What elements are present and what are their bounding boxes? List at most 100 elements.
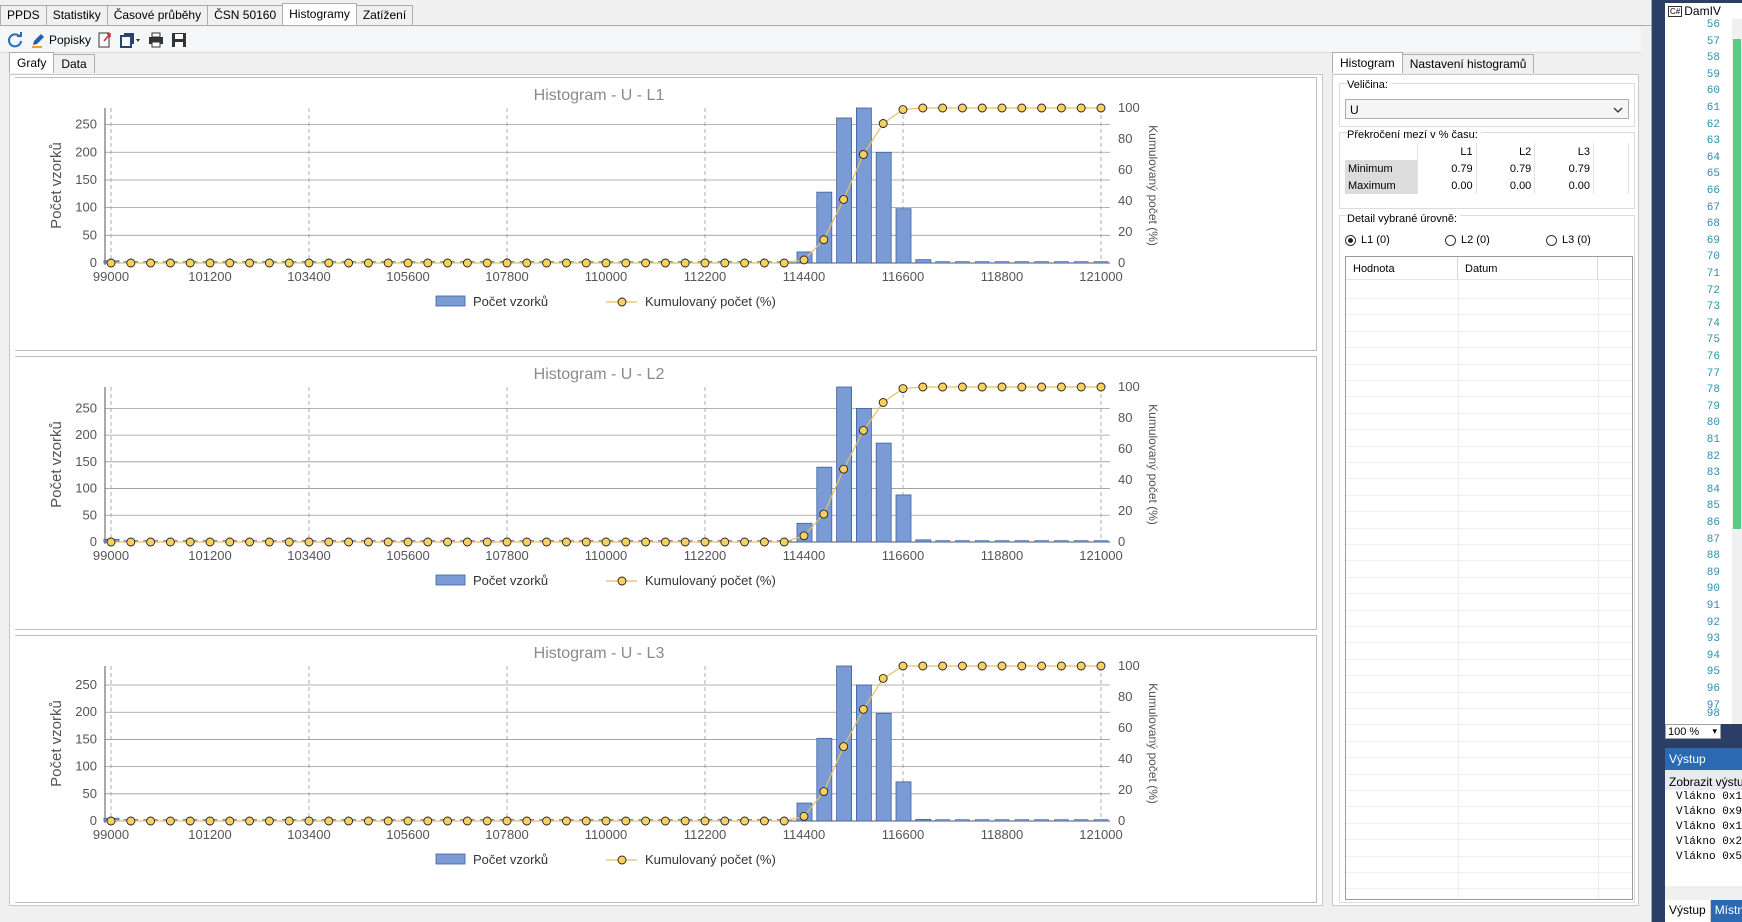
col-hodnota[interactable]: Hodnota [1346,257,1458,279]
line-number: 70 [1706,251,1720,264]
export-button[interactable] [97,30,113,50]
line-number: 81 [1706,434,1720,446]
cumulative-point [957,382,967,392]
list-row-line [1346,429,1632,431]
scrollbar-thumb[interactable] [1733,39,1741,529]
tab-csn-50160[interactable]: ČSN 50160 [207,5,284,25]
tab-grafy[interactable]: Grafy [9,52,55,73]
x-tick-label: 110000 [585,269,627,284]
histogram-bar-empty [974,540,990,543]
cumulative-point [462,258,472,268]
line-number: 85 [1706,500,1720,513]
x-tick-label: 110000 [585,548,627,563]
tab-data[interactable]: Data [53,54,95,73]
cumulative-point [858,704,868,714]
cumulative-point [1037,103,1047,113]
copy-dropdown-button[interactable] [119,30,141,50]
detail-list-body [1346,280,1632,899]
cumulative-point [977,661,987,671]
histogram-bar-empty [1073,540,1089,543]
y2-tick-label: 0 [1118,813,1125,828]
x-tick-label: 99000 [93,269,129,284]
list-row-line [1346,773,1632,775]
radio-label-l1: L1 (0) [1361,234,1390,246]
cumulative-point [680,537,690,547]
line-number: 91 [1706,600,1720,612]
histogram-bar-empty [1034,819,1049,822]
line-number: 82 [1706,450,1720,463]
tab-mistni[interactable]: Místní [1710,900,1742,922]
cumulative-point [284,258,294,268]
histogram-bar [836,117,852,264]
cumulative-point [324,537,334,547]
tab-zatizeni[interactable]: Zatížení [355,5,414,25]
radio-l1[interactable]: L1 (0) [1345,234,1390,246]
save-button[interactable] [171,30,187,50]
detail-list-header: Hodnota Datum [1346,257,1632,280]
list-row-line [1346,757,1632,759]
cumulative-point [680,816,690,826]
cumulative-point [344,258,354,268]
tab-vystup[interactable]: Výstup [1665,900,1711,922]
cell-max-l1: 0.00 [1417,177,1477,194]
list-row-line [1346,347,1632,349]
x-tick-label: 99000 [93,548,129,563]
radio-label-l2: L2 (0) [1461,234,1490,246]
line-number: 76 [1706,351,1720,363]
tab-casove-prubehy[interactable]: Časové průběhy [106,5,209,25]
histogram-bar-empty [974,819,990,822]
radio-l3[interactable]: L3 (0) [1546,234,1591,246]
zoom-select[interactable]: 100 % ▾ [1665,724,1721,739]
histogram-bar-empty [1054,261,1069,264]
tab-histogramy[interactable]: Histogramy [282,3,357,25]
list-row-line [1346,462,1632,463]
toolbar: Popisky [0,27,1641,53]
y2-tick-label: 40 [1118,193,1132,208]
radio-l2[interactable]: L2 (0) [1445,234,1490,246]
y-axis-label: Počet vzorků [48,700,65,787]
cumulative-point [482,537,492,547]
cumulative-point [443,816,453,826]
cumulative-point [740,816,750,826]
refresh-icon [8,31,22,47]
prekroceni-group [1339,132,1635,209]
output-source-label[interactable]: Zobrazit výstup [1665,770,1742,790]
cumulative-point [759,816,769,826]
cumulative-point [423,537,433,547]
ide-doc-tab[interactable]: C# DamIV [1665,3,1742,19]
tab-histogram[interactable]: Histogram [1332,52,1403,73]
y2-axis-label: Kumulovaný počet (%) [1146,125,1160,246]
cumulative-point [126,258,136,268]
chart-title: Histogram - U - L1 [534,87,665,104]
output-scrollbar[interactable] [1665,886,1742,900]
print-button[interactable] [147,30,165,50]
charts-area: Histogram - U - L1 0 50 100 150 200 250 0 20 40 60… [9,74,1323,906]
editor-scrollbar[interactable] [1732,19,1742,724]
cumulative-point [185,537,195,547]
cumulative-point [641,816,651,826]
velicina-select[interactable]: U [1345,99,1629,119]
line-number: 98 [1706,708,1720,720]
tab-statistiky[interactable]: Statistiky [45,5,108,25]
cumulative-point [225,258,235,268]
col-datum[interactable]: Datum [1458,257,1598,279]
cumulative-point [957,103,967,113]
tab-nastaveni-histogramu[interactable]: Nastavení histogramů [1401,54,1535,73]
detail-list[interactable]: Hodnota Datum [1345,256,1633,900]
y2-axis-label: Kumulovaný počet (%) [1146,683,1160,804]
histogram-bar [915,818,932,822]
refresh-button[interactable] [6,30,24,50]
cumulative-point [205,258,215,268]
list-row-line [1346,314,1632,316]
cumulative-point [720,258,730,268]
cell-max-l3: 0.00 [1534,177,1594,194]
cumulative-point [383,816,393,826]
cumulative-point [324,258,334,268]
cumulative-point [1096,661,1106,671]
list-row-line [1346,560,1632,562]
histogram-bar-empty [1093,261,1109,264]
y-tick-label: 0 [90,255,97,270]
x-tick-label: 105600 [386,548,429,563]
popisky-button[interactable]: Popisky [30,30,91,50]
tab-ppds[interactable]: PPDS [0,5,47,25]
